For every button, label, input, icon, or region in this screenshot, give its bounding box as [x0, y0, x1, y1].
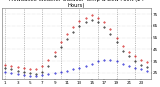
Title: Milwaukee Weather Outdoor Temp & Dew Point (24 Hours): Milwaukee Weather Outdoor Temp & Dew Poi…: [9, 0, 144, 8]
